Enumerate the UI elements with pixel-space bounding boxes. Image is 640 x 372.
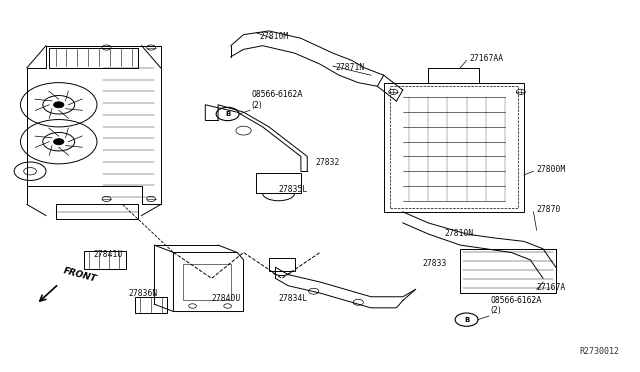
Text: 27167AA: 27167AA (470, 54, 504, 63)
Bar (460, 249, 556, 293)
Text: R2730012: R2730012 (579, 347, 620, 356)
Text: 27870: 27870 (537, 205, 561, 215)
Bar (269, 258, 294, 271)
Text: 27800M: 27800M (537, 165, 566, 174)
Circle shape (54, 102, 64, 108)
Bar (183, 263, 231, 301)
Text: B: B (225, 111, 230, 117)
Text: 27835L: 27835L (278, 185, 308, 194)
Bar (84, 251, 125, 269)
Text: 27832: 27832 (316, 157, 340, 167)
Text: 27841U: 27841U (94, 250, 123, 259)
Text: B: B (464, 317, 469, 323)
Bar (56, 205, 138, 219)
Bar (428, 68, 479, 83)
Bar (256, 173, 301, 193)
Bar (135, 297, 167, 313)
Bar (49, 48, 138, 68)
Circle shape (54, 139, 64, 145)
Bar (384, 83, 524, 212)
Text: 27840U: 27840U (212, 294, 241, 303)
Bar (390, 86, 518, 208)
Text: 27810N: 27810N (444, 230, 474, 238)
Text: 27167A: 27167A (537, 283, 566, 292)
Text: 08566-6162A
(2): 08566-6162A (2) (251, 90, 303, 110)
Text: 27833: 27833 (422, 259, 446, 268)
Text: 27871N: 27871N (336, 63, 365, 72)
Text: 27836N: 27836N (129, 289, 158, 298)
Text: FRONT: FRONT (62, 266, 97, 284)
Text: 27810M: 27810M (259, 32, 289, 41)
Text: 27834L: 27834L (278, 294, 308, 303)
Text: 08566-6162A
(2): 08566-6162A (2) (490, 296, 541, 315)
